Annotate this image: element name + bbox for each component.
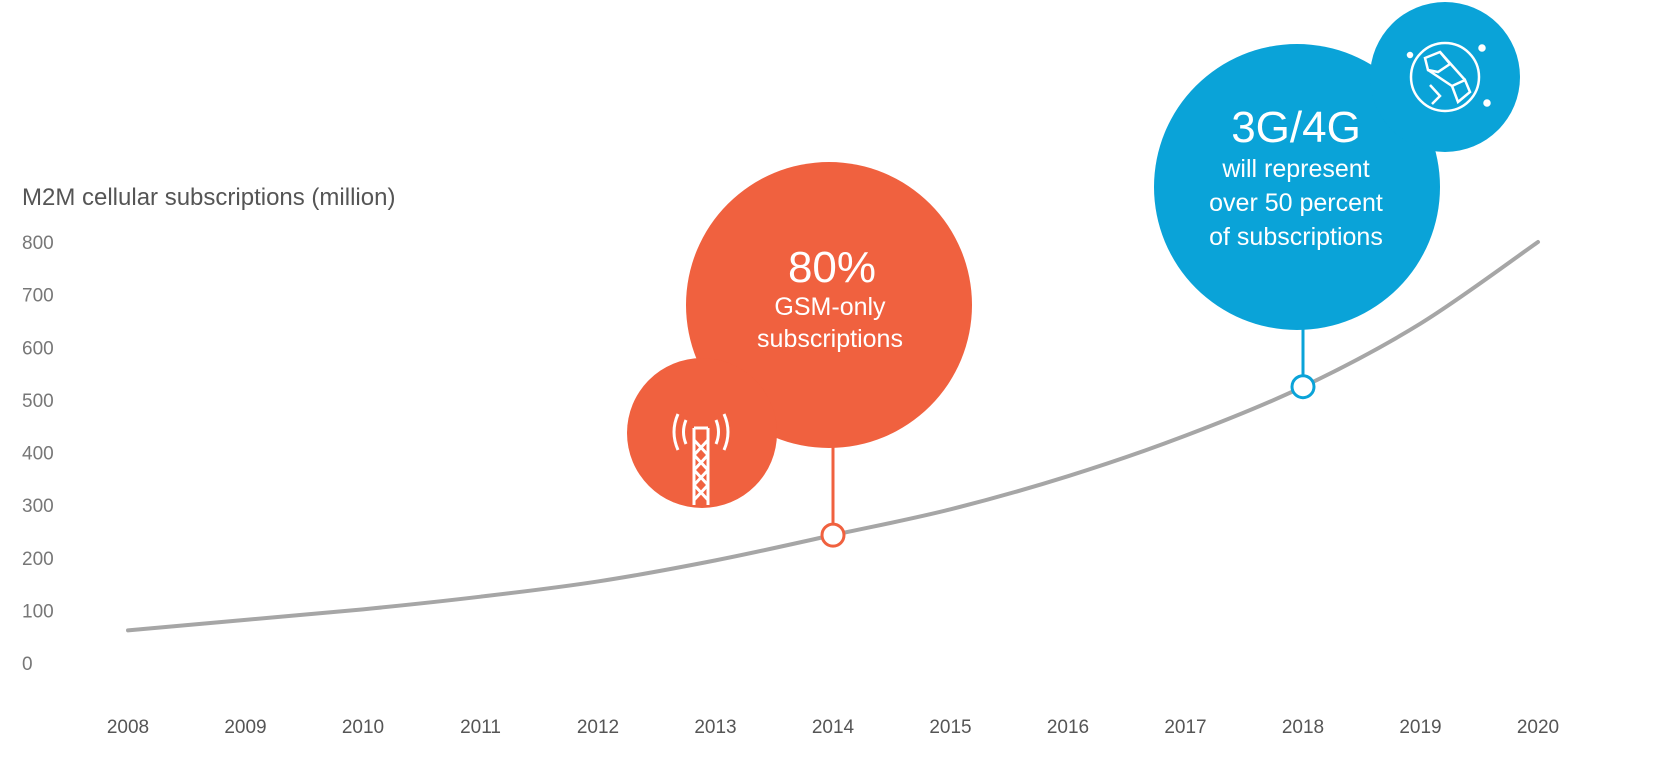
gsm-icon-bubble [627,358,777,508]
g34-value-label: 3G/4G [1231,103,1361,152]
x-tick-label: 2015 [929,717,971,738]
y-tick-label: 0 [22,654,33,675]
g34-text-line-2: over 50 percent [1209,189,1383,217]
y-tick-label: 800 [22,233,54,254]
y-tick-label: 200 [22,549,54,570]
y-tick-label: 500 [22,391,54,412]
x-tick-label: 2014 [812,717,855,738]
y-tick-label: 700 [22,286,54,307]
x-tick-label: 2016 [1047,717,1089,738]
x-tick-label: 2012 [577,717,619,738]
x-tick-label: 2013 [694,717,736,738]
gsm-text-line-1: GSM-only [774,293,886,321]
g34-icon-bubble [1370,2,1520,152]
y-tick-label: 400 [22,444,54,465]
cell-tower-icon [672,413,730,505]
g34-callout-bubble [1154,44,1440,330]
x-tick-label: 2011 [460,717,501,738]
x-tick-label: 2010 [342,717,384,738]
gsm-text-line-2: subscriptions [757,325,903,353]
g34-callout: 3G/4G will represent over 50 percent of … [1154,2,1520,400]
x-tick-labels: 2008 2009 2010 2011 2012 2013 2014 2015 2016 2017… [107,717,1559,738]
y-tick-label: 600 [22,338,54,359]
x-tick-label: 2008 [107,717,149,738]
y-axis-label: M2M cellular subscriptions (million) [22,184,395,211]
y-tick-labels: 0 100 200 300 400 500 600 700 800 [22,233,54,675]
gsm-callout-bubble [686,162,972,448]
g34-text-line-3: of subscriptions [1209,223,1383,251]
gsm-value-label: 80% [788,243,876,292]
gsm-data-marker [820,522,846,548]
x-tick-label: 2017 [1164,717,1206,738]
y-tick-label: 100 [22,601,54,622]
x-tick-label: 2009 [224,717,266,738]
globe-network-icon [1406,41,1491,113]
g34-text-line-1: will represent [1221,155,1369,183]
y-tick-label: 300 [22,496,54,517]
gsm-callout: 80% GSM-only subscriptions [627,162,972,548]
x-tick-label: 2019 [1399,717,1441,738]
x-tick-label: 2020 [1517,717,1559,738]
g34-data-marker [1290,374,1316,400]
x-tick-label: 2018 [1282,717,1324,738]
